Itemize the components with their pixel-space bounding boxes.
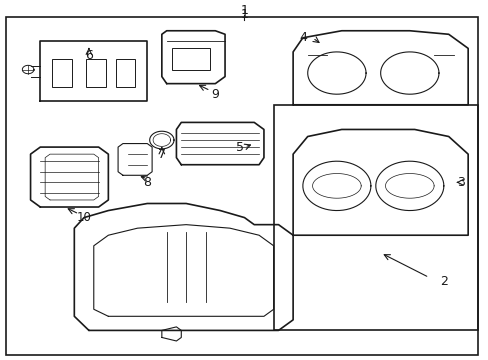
Bar — [116, 59, 135, 87]
Text: 1: 1 — [240, 8, 248, 21]
Bar — [273, 105, 477, 330]
Text: 6: 6 — [85, 49, 93, 62]
Text: 8: 8 — [143, 176, 151, 189]
Text: 4: 4 — [298, 31, 306, 44]
Bar — [52, 59, 72, 87]
Text: 5: 5 — [235, 141, 243, 154]
Bar — [171, 48, 210, 69]
Text: 10: 10 — [77, 211, 91, 224]
Text: 2: 2 — [439, 275, 447, 288]
Text: 9: 9 — [211, 88, 219, 101]
Bar — [86, 59, 106, 87]
Text: 7: 7 — [158, 148, 165, 161]
Text: 1: 1 — [240, 4, 248, 17]
Text: 3: 3 — [456, 176, 464, 189]
